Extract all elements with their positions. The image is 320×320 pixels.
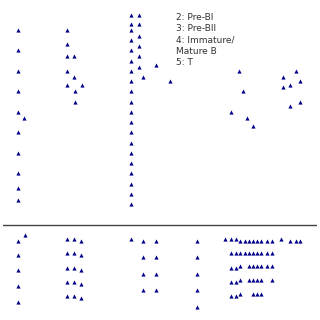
Text: 2: Pre-BI
3: Pre-BII
4: Immature/
Mature B
5: T: 2: Pre-BI 3: Pre-BII 4: Immature/ Mature… [176, 12, 234, 68]
